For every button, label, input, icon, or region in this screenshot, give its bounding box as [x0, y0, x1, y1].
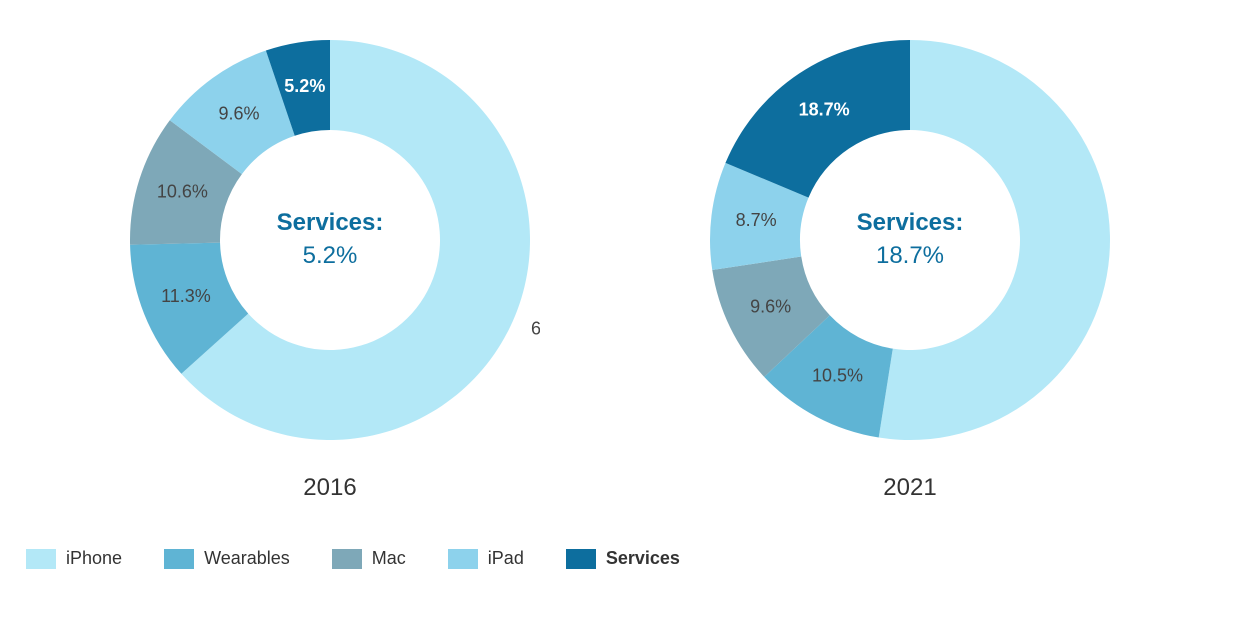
legend-label-iphone: iPhone — [66, 548, 122, 569]
donut-2016-svg: 63.4% 11.3% 10.6% 9.6% 5.2% — [120, 30, 540, 450]
slice-label-ipad: 9.6% — [218, 103, 259, 123]
slice-iphone — [879, 40, 1110, 440]
swatch-wearables — [164, 549, 194, 569]
year-label-2016: 2016 — [303, 474, 356, 502]
slice-label-iphone: 63.4% — [531, 318, 540, 338]
donut-2016-wrap: 63.4%11.3%10.6%9.6%5.2% Services: 5.2% — [120, 30, 540, 450]
legend-label-ipad: iPad — [488, 548, 524, 569]
legend: iPhone Wearables Mac iPad Services — [0, 548, 1240, 569]
legend-label-services: Services — [606, 548, 680, 569]
slice-label-mac: 10.6% — [157, 182, 208, 202]
swatch-services — [566, 549, 596, 569]
slice-label-wearables: 10.5% — [812, 366, 863, 386]
chart-2016: 63.4%11.3%10.6%9.6%5.2% Services: 5.2% 2… — [120, 30, 540, 502]
slice-label-wearables: 11.3% — [161, 286, 211, 306]
year-label-2021: 2021 — [883, 474, 936, 502]
legend-item-iphone: iPhone — [26, 548, 122, 569]
legend-label-mac: Mac — [372, 548, 406, 569]
swatch-ipad — [448, 549, 478, 569]
slice-label-services: 18.7% — [799, 100, 850, 120]
legend-label-wearables: Wearables — [204, 548, 290, 569]
swatch-mac — [332, 549, 362, 569]
legend-item-services: Services — [566, 548, 680, 569]
slice-label-mac: 9.6% — [750, 297, 791, 317]
swatch-iphone — [26, 549, 56, 569]
slice-label-services: 5.2% — [284, 76, 325, 96]
slice-label-ipad: 8.7% — [736, 210, 777, 230]
legend-item-mac: Mac — [332, 548, 406, 569]
legend-item-wearables: Wearables — [164, 548, 290, 569]
donut-2021-svg: 52.5%10.5%9.6%8.7%18.7% — [700, 30, 1120, 450]
donut-2021-wrap: 52.5%10.5%9.6%8.7%18.7% Services: 18.7% — [700, 30, 1120, 450]
legend-item-ipad: iPad — [448, 548, 524, 569]
charts-row: 63.4%11.3%10.6%9.6%5.2% Services: 5.2% 2… — [0, 0, 1240, 502]
chart-2021: 52.5%10.5%9.6%8.7%18.7% Services: 18.7% … — [700, 30, 1120, 502]
